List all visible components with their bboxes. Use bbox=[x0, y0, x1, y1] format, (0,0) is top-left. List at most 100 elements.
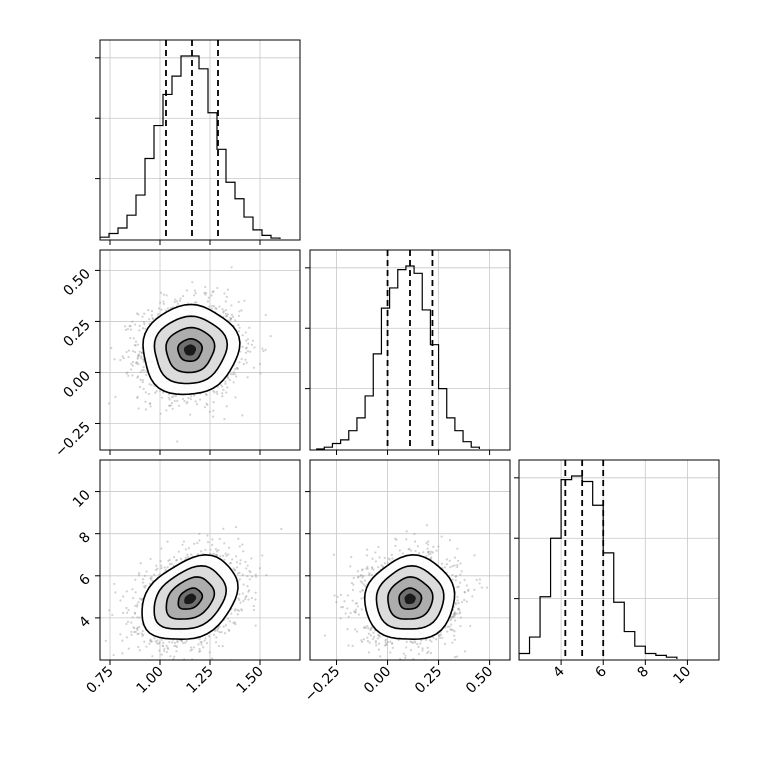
sample-point bbox=[131, 616, 134, 619]
sample-point bbox=[378, 635, 381, 638]
sample-point bbox=[384, 639, 387, 642]
sample-point bbox=[463, 650, 467, 653]
sample-point bbox=[125, 372, 128, 375]
x-tick-label: 6 bbox=[592, 663, 610, 681]
sample-point bbox=[189, 413, 192, 416]
sample-point bbox=[233, 609, 237, 612]
sample-point bbox=[453, 612, 457, 615]
sample-point bbox=[127, 608, 130, 612]
sample-point bbox=[189, 646, 193, 649]
sample-point bbox=[224, 380, 227, 383]
sample-point bbox=[430, 556, 433, 559]
sample-point bbox=[160, 308, 163, 311]
sample-point bbox=[456, 607, 460, 611]
x-tick-label: 1.50 bbox=[233, 664, 266, 697]
sample-point bbox=[217, 549, 220, 552]
sample-point bbox=[451, 573, 454, 577]
sample-point bbox=[205, 642, 209, 645]
sample-point bbox=[204, 548, 207, 551]
sample-point bbox=[453, 638, 456, 641]
sample-point bbox=[405, 530, 408, 533]
sample-point bbox=[238, 326, 241, 329]
sample-point bbox=[130, 621, 133, 624]
sample-point bbox=[140, 598, 143, 601]
sample-point bbox=[377, 648, 380, 651]
sample-point bbox=[136, 616, 139, 619]
sample-point bbox=[221, 308, 224, 311]
sample-point bbox=[458, 611, 462, 614]
sample-point bbox=[175, 559, 178, 562]
sample-point bbox=[168, 640, 171, 644]
sample-point bbox=[143, 585, 146, 588]
sample-point bbox=[189, 649, 192, 652]
sample-point bbox=[160, 564, 163, 567]
sample-point bbox=[435, 638, 438, 641]
sample-point bbox=[199, 641, 202, 644]
sample-point bbox=[204, 392, 208, 395]
sample-point bbox=[137, 363, 140, 366]
sample-point bbox=[379, 655, 382, 658]
sample-point bbox=[160, 547, 163, 550]
sample-point bbox=[154, 568, 158, 572]
sample-point bbox=[165, 650, 168, 654]
sample-point bbox=[231, 558, 234, 561]
sample-point bbox=[205, 402, 208, 405]
sample-point bbox=[449, 566, 452, 569]
sample-point bbox=[385, 643, 388, 646]
sample-point bbox=[200, 643, 203, 646]
sample-point bbox=[114, 591, 117, 594]
sample-point bbox=[149, 557, 152, 561]
sample-point bbox=[148, 582, 152, 585]
plot-area bbox=[100, 40, 300, 240]
sample-point bbox=[252, 608, 256, 612]
sample-point bbox=[354, 608, 358, 611]
sample-point bbox=[223, 542, 226, 545]
sample-point bbox=[458, 612, 461, 615]
sample-point bbox=[185, 402, 188, 405]
sample-point bbox=[136, 354, 140, 357]
sample-point bbox=[202, 646, 205, 649]
sample-point bbox=[133, 630, 136, 634]
sample-point bbox=[162, 293, 165, 296]
sample-point bbox=[447, 662, 449, 664]
sample-point bbox=[148, 318, 151, 321]
sample-point bbox=[184, 641, 187, 644]
y-tick-label: 4 bbox=[76, 613, 94, 631]
sample-point bbox=[234, 608, 237, 611]
sample-point bbox=[224, 309, 228, 312]
sample-point bbox=[457, 559, 460, 562]
sample-point bbox=[212, 633, 216, 636]
sample-point bbox=[135, 362, 139, 365]
sample-point bbox=[149, 402, 152, 405]
sample-point bbox=[360, 608, 363, 611]
sample-point bbox=[189, 397, 192, 401]
sample-point bbox=[368, 641, 371, 644]
y-tick-label: 0.00 bbox=[60, 368, 93, 401]
sample-point bbox=[223, 632, 227, 635]
sample-point bbox=[458, 608, 461, 611]
sample-point bbox=[323, 634, 327, 637]
sample-point bbox=[212, 305, 216, 308]
sample-point bbox=[233, 569, 237, 572]
sample-point bbox=[198, 539, 201, 542]
sample-point bbox=[454, 579, 457, 582]
sample-point bbox=[111, 613, 114, 616]
sample-point bbox=[104, 639, 107, 642]
sample-point bbox=[229, 317, 233, 321]
density-panel-p0-p1: −0.250.000.250.50 bbox=[52, 249, 301, 461]
sample-point bbox=[211, 304, 214, 308]
sample-point bbox=[136, 343, 140, 346]
sample-point bbox=[159, 412, 162, 415]
sample-point bbox=[248, 578, 251, 581]
sample-point bbox=[119, 359, 122, 362]
axes-frame bbox=[99, 39, 301, 241]
sample-point bbox=[375, 644, 378, 647]
sample-point bbox=[168, 404, 171, 407]
sample-point bbox=[149, 638, 152, 641]
sample-point bbox=[456, 595, 459, 599]
axes-frame bbox=[518, 459, 720, 661]
sample-point bbox=[132, 337, 135, 340]
sample-point bbox=[235, 566, 239, 569]
sample-point bbox=[138, 350, 141, 353]
sample-point bbox=[214, 307, 217, 310]
